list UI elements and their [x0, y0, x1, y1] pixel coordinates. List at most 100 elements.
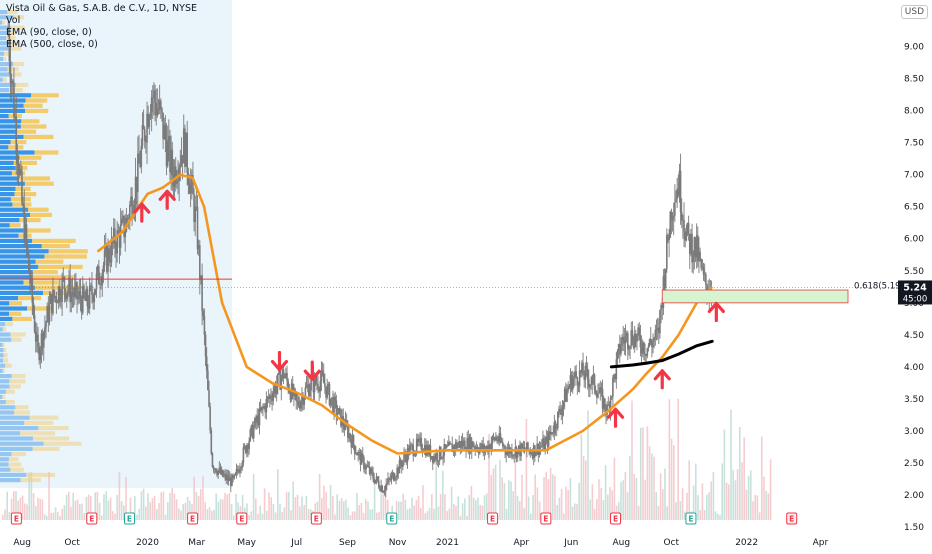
candle-body [337, 408, 340, 415]
earnings-icon[interactable]: E [86, 512, 98, 525]
indicator-ema-500[interactable]: EMA (500, close, 0) [6, 39, 98, 50]
volume-profile-row-up [0, 384, 10, 389]
indicator-ema-90[interactable]: EMA (90, close, 0) [6, 27, 92, 38]
volume-profile-row-up [0, 280, 24, 285]
indicator-vol[interactable]: Vol [6, 15, 21, 26]
earnings-icon[interactable]: E [10, 512, 22, 525]
volume-bar [37, 497, 39, 520]
candle-body [692, 256, 695, 263]
earnings-icon[interactable]: E [123, 512, 135, 525]
candle-body [106, 245, 108, 272]
volume-bar [136, 514, 138, 520]
candle-body [194, 206, 197, 222]
earnings-icon[interactable]: E [685, 512, 697, 525]
candle-body [184, 128, 186, 167]
earnings-icon-label: E [314, 515, 319, 524]
candle-body [321, 370, 324, 375]
candle-body [488, 444, 490, 452]
volume-profile-row-down [10, 41, 19, 46]
volume-profile-row-up [0, 88, 10, 93]
candle-body [699, 251, 701, 259]
earnings-icon[interactable]: E [187, 512, 199, 525]
candle-body [511, 448, 513, 457]
candle-body [639, 335, 642, 348]
candle-body [512, 455, 514, 457]
volume-bar [213, 509, 215, 520]
candle-body [495, 437, 497, 441]
volume-profile-row-down [25, 108, 49, 113]
candle-body [67, 290, 69, 294]
volume-profile-row-down [7, 10, 18, 15]
volume-profile-row-down [2, 327, 7, 332]
volume-profile-row-up [0, 124, 21, 129]
candle-body [226, 475, 229, 481]
candle-body [436, 453, 439, 461]
earnings-icon[interactable]: E [487, 512, 499, 525]
volume-bar [721, 463, 723, 520]
currency-badge[interactable]: USD [900, 5, 928, 19]
candle-body [561, 407, 564, 415]
candle-body [594, 389, 597, 394]
candle-body [295, 393, 298, 401]
volume-bar [123, 505, 125, 520]
volume-bar [272, 503, 275, 520]
earnings-icon[interactable]: E [236, 512, 248, 525]
earnings-icon[interactable]: E [610, 512, 622, 525]
volume-bar [574, 503, 576, 520]
volume-bar [433, 508, 435, 520]
volume-bar [587, 410, 589, 520]
candle-body [438, 446, 441, 461]
candle-body [599, 387, 602, 393]
volume-bar [626, 492, 629, 520]
earnings-icon[interactable]: E [310, 512, 322, 525]
earnings-icon[interactable]: E [386, 512, 398, 525]
candle-body [179, 165, 182, 168]
earnings-icon[interactable]: E [540, 512, 552, 525]
candle-body [263, 406, 265, 408]
candle-body [536, 443, 538, 453]
volume-bar [305, 495, 308, 520]
volume-profile-row-up [0, 264, 39, 269]
volume-profile-row-up [0, 181, 25, 186]
volume-bar [162, 491, 165, 520]
earnings-icon-box [187, 512, 199, 525]
candle-body [155, 102, 158, 116]
volume-bar [681, 488, 684, 520]
candle-body [76, 282, 78, 300]
candle-body [349, 433, 351, 440]
candle-body [29, 271, 31, 284]
volume-profile-row-down [26, 472, 56, 477]
volume-bar [318, 474, 321, 520]
volume-bar [398, 501, 400, 520]
volume-bar [109, 497, 112, 520]
volume-bar [158, 503, 160, 520]
candle-body [169, 136, 171, 173]
candle-body [649, 339, 652, 344]
volume-bar [340, 498, 343, 520]
candle-body [197, 245, 200, 250]
candle-body [655, 329, 658, 331]
volume-bar [514, 452, 517, 520]
candle-body [164, 124, 167, 141]
volume-bar [477, 497, 479, 520]
candle-body [473, 446, 475, 448]
volume-profile-row-down [32, 270, 58, 275]
volume-profile-row-up [0, 62, 14, 67]
volume-bar [730, 409, 732, 520]
earnings-icon-label: E [127, 515, 132, 524]
volume-bar [563, 513, 565, 520]
candle-body [664, 268, 667, 289]
earnings-icon[interactable]: E [786, 512, 798, 525]
volume-bar [532, 494, 534, 520]
volume-bar [211, 510, 213, 520]
volume-bar [611, 490, 613, 520]
candle-body [232, 475, 234, 479]
symbol-title[interactable]: Vista Oil & Gas, S.A.B. de C.V., 1D, NYS… [6, 3, 198, 14]
volume-bar [668, 399, 671, 520]
y-tick-label: 1.50 [904, 523, 924, 533]
candle-body [547, 431, 550, 447]
candle-body [593, 374, 596, 390]
